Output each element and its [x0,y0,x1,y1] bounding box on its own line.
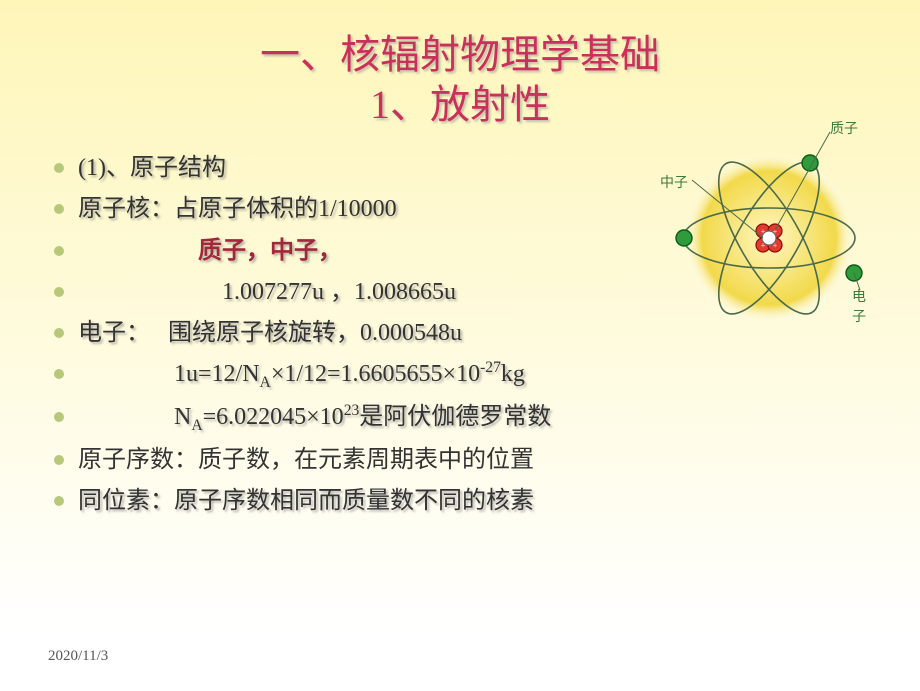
bullet-dot-icon [54,246,64,256]
atom-label-proton: 质子 [830,118,858,138]
svg-text:+: + [761,241,766,250]
svg-text:+: + [773,227,778,236]
bullet-dot-icon [54,163,64,173]
bullet-text: 原子核：占原子体积的1/10000 [78,189,397,230]
bullet-dot-icon [54,496,64,506]
atom-label-neutron: 中子 [660,172,688,192]
date-footer: 2020/11/3 [48,648,108,665]
bullet-item: NA=6.022045×1023是阿伏伽德罗常数 [50,397,870,440]
atom-svg: + + + + [660,118,878,336]
bullet-text: 质子，中子， [78,231,342,272]
slide: 一、核辐射物理学基础 1、放射性 (1)、原子结构原子核：占原子体积的1/100… [0,0,920,691]
bullet-text: 同位素：原子序数相同而质量数不同的核素 [78,481,534,522]
bullet-item: 同位素：原子序数相同而质量数不同的核素 [50,481,870,522]
bullet-text: 1.007277u ，1.008665u [78,272,456,313]
slide-title-block: 一、核辐射物理学基础 1、放射性 [50,30,870,130]
bullet-dot-icon [54,328,64,338]
bullet-text: 原子序数：质子数，在元素周期表中的位置 [78,440,534,481]
bullet-dot-icon [54,455,64,465]
svg-text:+: + [761,227,766,236]
bullet-item: 1u=12/NA×1/12=1.6605655×10-27kg [50,354,870,397]
bullet-item: 原子序数：质子数，在元素周期表中的位置 [50,440,870,481]
atom-diagram: + + + + 质子 中子 电子 [660,118,878,336]
bullet-dot-icon [54,369,64,379]
bullet-dot-icon [54,412,64,422]
svg-text:+: + [773,241,778,250]
title-line-1: 一、核辐射物理学基础 [50,30,870,80]
bullet-text: 1u=12/NA×1/12=1.6605655×10-27kg [78,354,525,397]
bullet-dot-icon [54,204,64,214]
bullet-text: 电子： 围绕原子核旋转，0.000548u [78,313,462,354]
bullet-text: (1)、原子结构 [78,148,226,189]
bullet-dot-icon [54,287,64,297]
atom-label-electron: 电子 [852,286,878,326]
bullet-text: NA=6.022045×1023是阿伏伽德罗常数 [78,397,551,440]
